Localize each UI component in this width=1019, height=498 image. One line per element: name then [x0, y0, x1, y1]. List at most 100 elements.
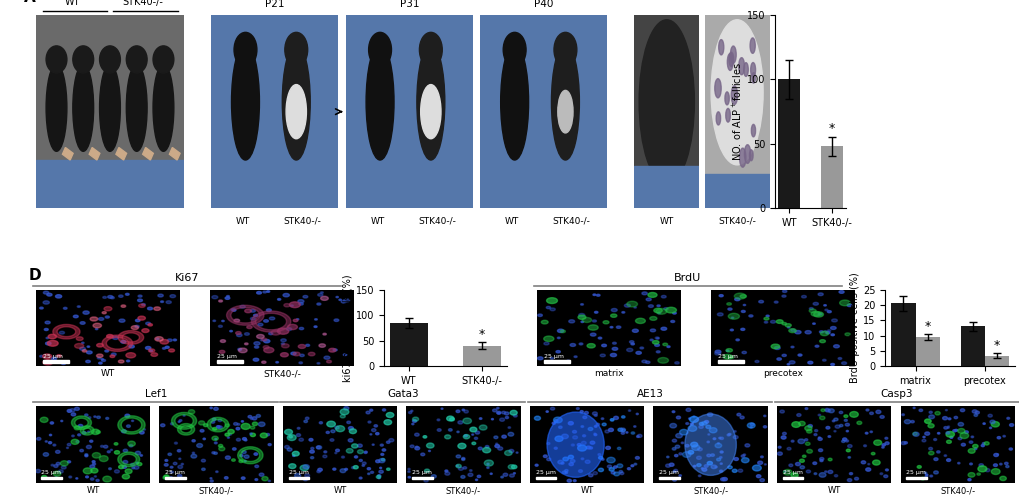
Circle shape [797, 439, 804, 444]
Circle shape [654, 344, 659, 347]
Circle shape [193, 452, 195, 454]
Circle shape [827, 436, 829, 437]
Circle shape [225, 433, 229, 436]
Circle shape [102, 312, 106, 314]
Ellipse shape [100, 64, 120, 151]
Circle shape [561, 434, 568, 439]
Circle shape [714, 443, 721, 448]
Circle shape [236, 334, 242, 337]
Circle shape [610, 472, 614, 474]
Circle shape [665, 307, 676, 313]
Circle shape [710, 465, 716, 469]
Circle shape [343, 407, 348, 410]
Circle shape [364, 451, 367, 453]
Circle shape [637, 434, 641, 437]
Circle shape [288, 436, 292, 438]
Circle shape [444, 435, 450, 439]
Circle shape [596, 294, 599, 296]
Circle shape [68, 476, 71, 478]
Circle shape [581, 321, 583, 323]
Circle shape [960, 409, 964, 412]
Circle shape [727, 434, 730, 436]
Circle shape [268, 333, 272, 335]
Circle shape [787, 327, 789, 328]
Circle shape [326, 360, 331, 363]
Circle shape [125, 353, 136, 358]
Circle shape [125, 414, 129, 417]
Circle shape [706, 441, 709, 443]
Circle shape [126, 425, 130, 427]
Circle shape [980, 445, 983, 447]
Circle shape [408, 471, 410, 473]
Circle shape [138, 316, 146, 320]
Circle shape [546, 443, 549, 445]
Circle shape [160, 340, 168, 344]
Circle shape [984, 469, 989, 472]
Circle shape [818, 331, 822, 333]
Circle shape [78, 424, 83, 427]
Circle shape [149, 349, 155, 352]
Circle shape [255, 465, 259, 468]
Text: WT: WT [659, 217, 674, 226]
Circle shape [782, 354, 786, 357]
Circle shape [103, 476, 111, 482]
Circle shape [250, 309, 255, 312]
Circle shape [621, 429, 625, 432]
Circle shape [214, 407, 218, 410]
Circle shape [813, 473, 816, 475]
Circle shape [288, 464, 296, 469]
Circle shape [535, 464, 538, 466]
Circle shape [45, 441, 47, 442]
Circle shape [129, 445, 132, 447]
Circle shape [504, 451, 512, 456]
Circle shape [819, 458, 823, 460]
Circle shape [444, 470, 447, 472]
Circle shape [138, 463, 142, 466]
Circle shape [412, 420, 416, 422]
Bar [389, 323, 427, 367]
Circle shape [641, 292, 647, 295]
Circle shape [263, 346, 269, 349]
Circle shape [332, 468, 335, 470]
Circle shape [61, 466, 66, 469]
Circle shape [281, 344, 288, 348]
Text: Casp3: Casp3 [880, 388, 912, 398]
Text: WT: WT [87, 486, 100, 495]
Circle shape [751, 73, 755, 83]
Circle shape [832, 420, 834, 422]
Bar [535, 477, 555, 479]
Circle shape [812, 302, 817, 305]
Text: WT: WT [580, 486, 593, 495]
Circle shape [218, 325, 222, 327]
Circle shape [824, 309, 827, 311]
Circle shape [323, 333, 326, 335]
Circle shape [763, 464, 765, 465]
Circle shape [864, 432, 867, 434]
Circle shape [586, 446, 590, 449]
Circle shape [845, 423, 849, 426]
Circle shape [412, 417, 418, 421]
Circle shape [292, 451, 299, 456]
Circle shape [865, 468, 870, 471]
Circle shape [173, 462, 177, 465]
Circle shape [177, 475, 181, 478]
Circle shape [59, 331, 64, 334]
Circle shape [382, 449, 385, 451]
Circle shape [681, 442, 683, 444]
Circle shape [114, 470, 119, 473]
Circle shape [162, 348, 165, 349]
Circle shape [844, 419, 847, 421]
Circle shape [40, 355, 43, 357]
Circle shape [151, 353, 158, 357]
Circle shape [860, 461, 865, 464]
Circle shape [335, 296, 338, 298]
Circle shape [86, 360, 91, 363]
Bar [658, 477, 679, 479]
Bar [905, 477, 926, 479]
Circle shape [817, 449, 822, 452]
Circle shape [824, 408, 828, 411]
Circle shape [846, 449, 850, 452]
Circle shape [474, 437, 477, 439]
Circle shape [589, 447, 592, 449]
Circle shape [690, 423, 693, 425]
